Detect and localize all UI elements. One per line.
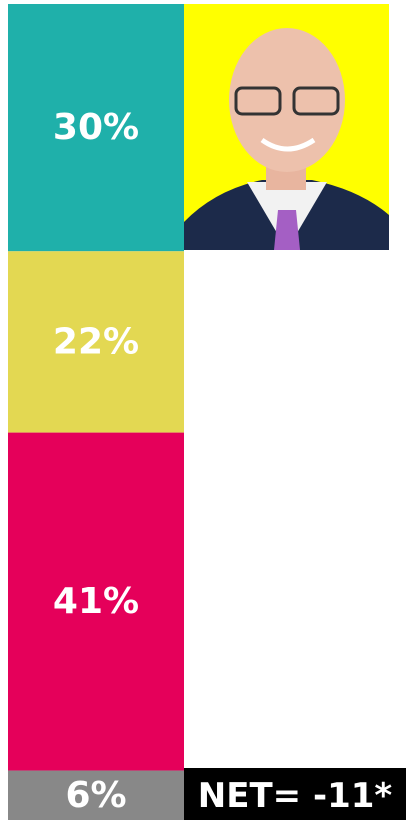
segment-label: 30% <box>53 107 139 148</box>
segment-label: 22% <box>53 321 139 362</box>
net-box <box>184 768 406 820</box>
bar-segment <box>8 251 184 433</box>
segment-label: 41% <box>53 581 139 622</box>
net-annotation: NET= -11* <box>198 776 393 816</box>
bar-segment <box>8 770 184 820</box>
bar-segment <box>8 432 184 771</box>
bar-segment <box>8 4 184 252</box>
portrait <box>184 4 389 250</box>
segment-label: 6% <box>65 775 126 816</box>
